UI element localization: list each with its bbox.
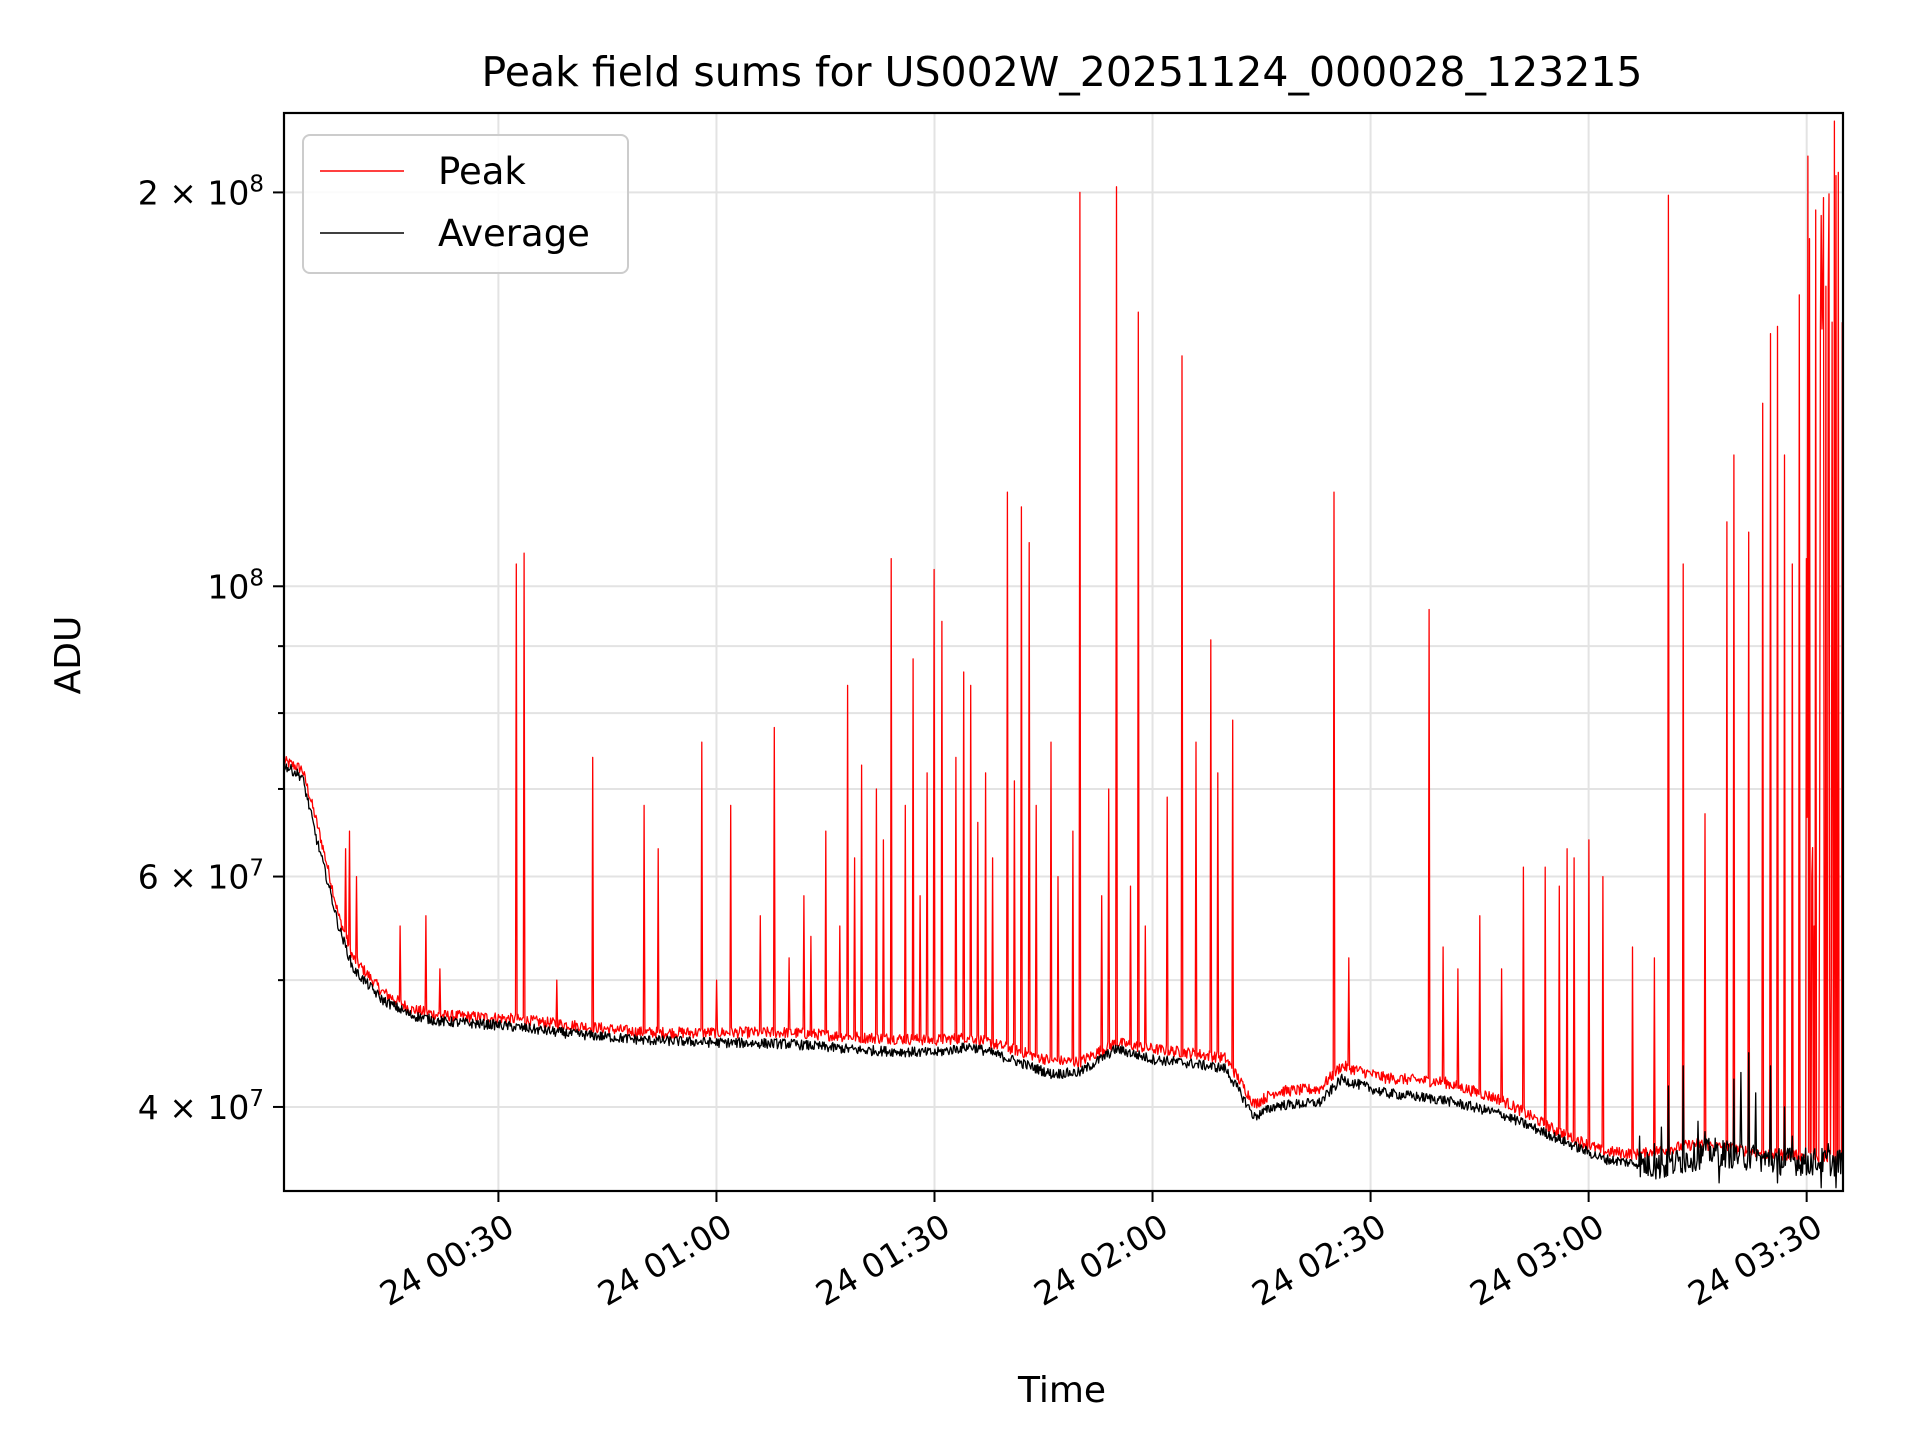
chart-title: Peak field sums for US002W_20251124_0000… bbox=[481, 48, 1642, 96]
legend: Peak Average bbox=[302, 134, 629, 274]
y-tick-label: 4 × 107 bbox=[138, 1086, 264, 1127]
y-axis-label: ADU bbox=[48, 616, 89, 695]
series-line-peak bbox=[284, 120, 1843, 1164]
y-tick-label: 6 × 107 bbox=[138, 856, 264, 897]
y-tick-label: 108 bbox=[207, 565, 264, 606]
legend-label-average: Average bbox=[438, 212, 590, 255]
x-axis-label: Time bbox=[1017, 1370, 1106, 1411]
series-line-average bbox=[284, 763, 1843, 1189]
legend-box bbox=[302, 134, 629, 274]
y-tick-label: 2 × 108 bbox=[138, 171, 264, 212]
plot-area bbox=[284, 120, 1843, 1189]
plot-frame bbox=[282, 111, 1845, 1193]
legend-label-peak: Peak bbox=[438, 150, 526, 193]
